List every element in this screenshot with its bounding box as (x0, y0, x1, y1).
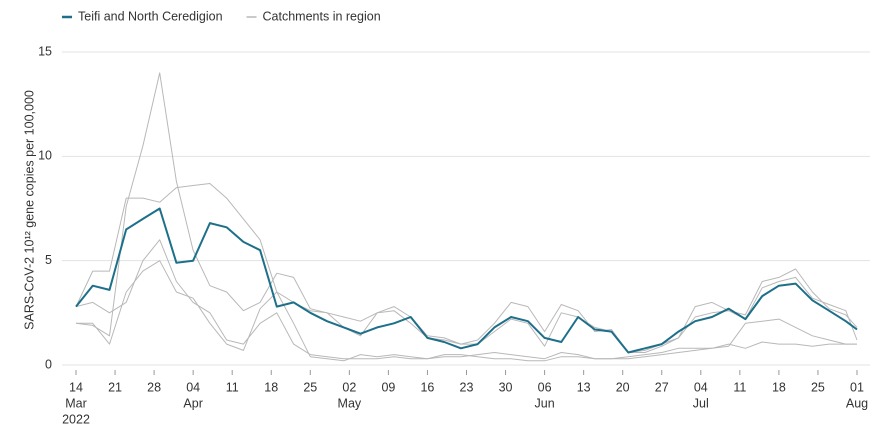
x-month-label: Aug (846, 396, 868, 410)
main-line (75, 207, 858, 354)
catchment-line (76, 260, 857, 362)
y-axis-label: SARS-CoV-2 10¹² gene copies per 100,000 (22, 90, 36, 330)
y-tick-label: 10 (38, 149, 52, 163)
x-month-label: Jun (535, 396, 555, 410)
x-tick-label: 27 (655, 380, 669, 394)
y-tick-label: 5 (45, 253, 52, 267)
x-year-label: 2022 (62, 412, 90, 425)
x-tick-label: 13 (577, 380, 591, 394)
x-month-label: May (338, 396, 362, 410)
x-tick-label: 25 (303, 380, 317, 394)
x-tick-label: 04 (186, 380, 200, 394)
x-tick-label: 30 (499, 380, 513, 394)
legend-label: Teifi and North Ceredigion (78, 9, 223, 23)
legend-label: Catchments in region (263, 9, 381, 23)
x-tick-label: 18 (772, 380, 786, 394)
x-tick-label: 06 (538, 380, 552, 394)
x-month-label: Mar (65, 396, 87, 410)
x-tick-label: 28 (147, 380, 161, 394)
x-tick-label: 14 (69, 380, 83, 394)
x-month-label: Apr (183, 396, 202, 410)
x-tick-label: 25 (811, 380, 825, 394)
x-tick-label: 01 (850, 380, 864, 394)
x-tick-label: 02 (342, 380, 356, 394)
x-tick-label: 16 (420, 380, 434, 394)
y-tick-label: 0 (45, 357, 52, 371)
x-tick-label: 20 (616, 380, 630, 394)
x-tick-label: 18 (264, 380, 278, 394)
catchment-line (75, 239, 857, 360)
x-tick-label: 04 (694, 380, 708, 394)
x-tick-label: 11 (226, 380, 239, 394)
y-tick-label: 15 (38, 44, 52, 58)
x-tick-label: 23 (460, 380, 474, 394)
catchment-line (75, 72, 858, 353)
x-tick-label: 21 (108, 380, 122, 394)
catchment-line (75, 183, 858, 353)
x-month-label: Jul (693, 396, 709, 410)
x-tick-label: 11 (733, 380, 746, 394)
x-tick-label: 09 (381, 380, 395, 394)
